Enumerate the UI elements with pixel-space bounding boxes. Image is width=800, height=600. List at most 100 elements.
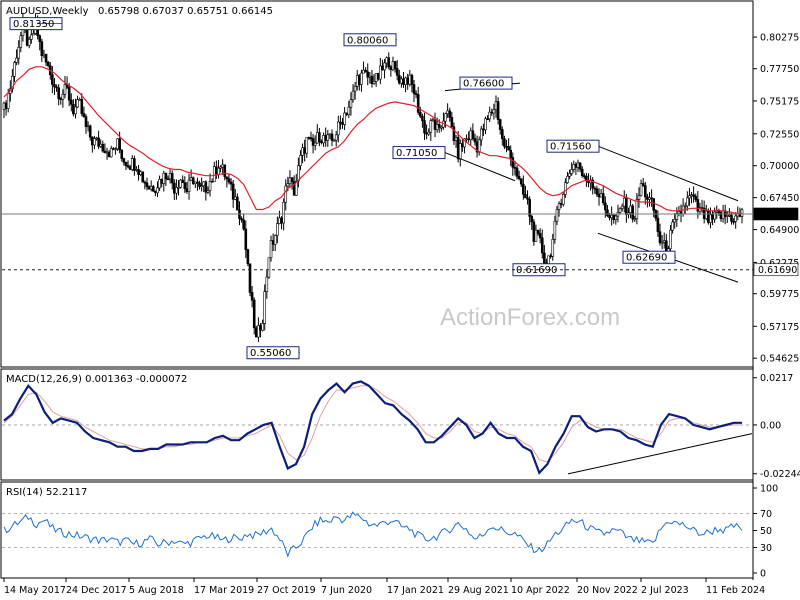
candle-body [454,137,458,141]
candle-body [15,57,18,63]
rsi-tick-label: 30 [760,543,772,554]
candle-body [114,148,117,151]
candle-body [345,112,349,115]
candle-body [206,190,210,193]
candle-body [561,194,565,205]
candle-body [374,73,378,82]
candle-body [196,181,199,184]
candle-body [551,239,555,257]
candle-body [473,138,477,143]
candle-body [593,187,597,190]
candle-body [435,124,439,130]
candle-body [128,166,132,170]
candle-body [30,34,33,40]
candle-body [141,171,145,183]
candle-body [322,135,325,144]
candle-body [175,187,178,194]
price-tick-label: 0.54625 [760,354,799,365]
price-tick-label: 0.77750 [760,64,799,75]
candle-body [158,179,161,189]
candle-body [44,53,48,63]
candle-body [707,210,710,223]
candle-body [486,118,489,121]
annotation-label: 0.62690 [626,253,667,264]
candle-body [55,86,58,89]
date-tick-label: 24 Dec 2017 [66,585,127,596]
rsi-axis: 100 70 50 30 0 [753,484,778,580]
candle-body [368,75,372,78]
candle-body [397,75,401,84]
candle-body [57,87,60,99]
candle-body [625,197,628,215]
candle-body [490,111,494,114]
candle-body [400,78,403,84]
candle-body [315,132,319,144]
candle-body [278,217,281,224]
candle-body [133,158,136,171]
candle-body [416,94,420,113]
annotation-label: 0.71560 [550,142,591,153]
macd-panel-frame [0,368,754,481]
date-tick-label: 17 Jan 2021 [387,585,444,596]
candle-body [503,138,506,147]
candle-body [385,57,388,64]
price-tick-label: 0.70000 [760,161,799,172]
candle-body [223,164,227,178]
candle-body [156,187,159,194]
candle-body [604,202,607,211]
candle-body [507,146,510,151]
candle-body [637,195,641,200]
candle-body [107,151,111,158]
candle-body [2,102,6,110]
rsi-tick-label: 0 [760,569,766,580]
candle-body [391,61,395,71]
candle-body [187,179,191,192]
candle-body [204,181,208,193]
candle-body [366,71,370,78]
candle-body [353,86,357,92]
candle-body [219,166,222,169]
candle-body [479,128,483,141]
candle-body [93,138,96,146]
candle-body [471,130,475,139]
candle-body [299,155,302,167]
candle-body [498,119,502,130]
candle-body [440,126,443,129]
candle-body [328,133,332,136]
candle-body [263,291,267,324]
candle-body [215,166,218,175]
candle-body [202,181,206,187]
candle-body [511,157,515,168]
price-tick-label: 0.67450 [760,193,799,204]
trend-line [444,152,516,182]
candle-body [236,196,239,211]
candle-body [82,113,86,117]
candle-body [301,147,304,156]
candle-body [696,199,700,212]
candle-body [162,172,166,184]
candle-body [690,194,693,197]
candle-body [515,167,519,177]
candle-body [135,169,138,171]
candle-body [255,327,258,338]
candle-body [97,137,100,147]
candle-body [139,171,142,175]
price-title: AUDUSD,Weekly [6,6,89,17]
candle-body [280,217,283,224]
candle-body [276,223,279,236]
candle-body [362,69,365,74]
candle-body [496,101,500,120]
watermark: ActionForex.com [440,304,620,331]
candle-body [728,214,731,217]
candle-body [271,240,275,245]
candle-body [419,112,422,117]
candle-body [4,102,8,109]
candle-body [208,181,212,192]
candle-body [387,57,391,68]
date-tick-label: 2 Jul 2023 [641,585,689,596]
annotation-label: 0.55060 [250,348,291,359]
candle-body [713,211,716,220]
candle-body [122,158,126,163]
candle-body [572,164,576,170]
